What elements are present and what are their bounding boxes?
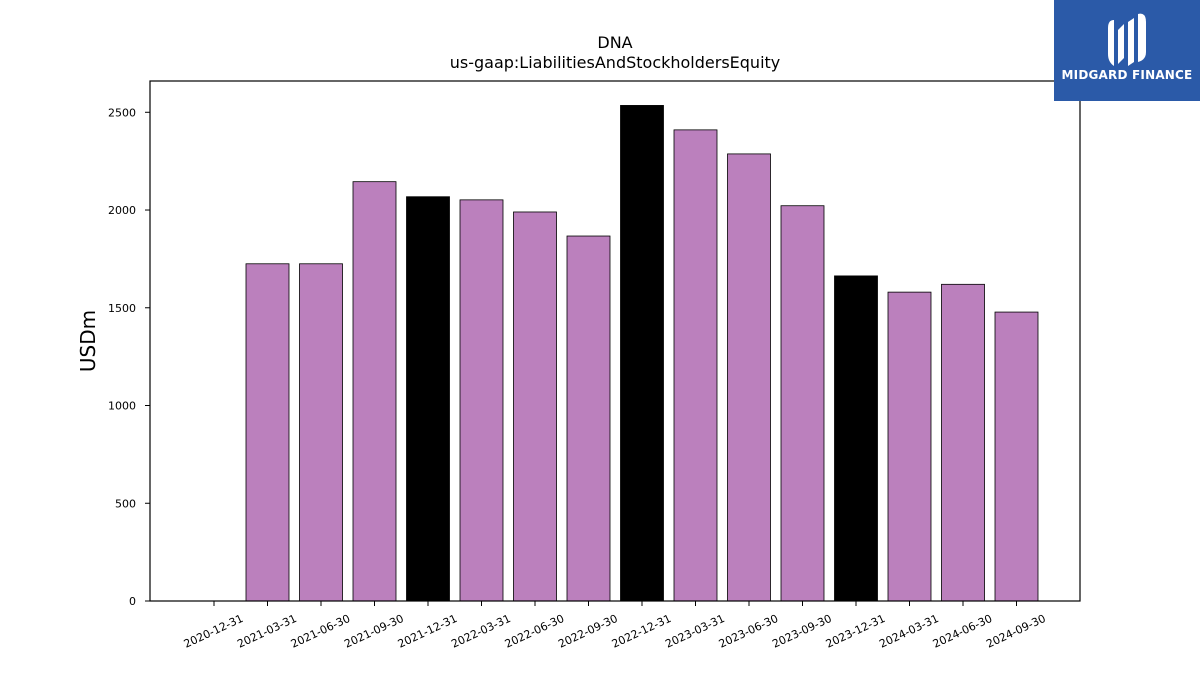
x-tick-label: 2023-06-30 [717, 612, 780, 651]
bar-2024-06-30 [941, 283, 985, 602]
y-tick-label: 2000 [108, 204, 136, 217]
bar-2022-12-31 [620, 105, 664, 602]
chart-subtitle: us-gaap:LiabilitiesAndStockholdersEquity [450, 53, 781, 72]
x-tick-label: 2024-06-30 [931, 612, 994, 651]
bar-2021-09-30 [352, 181, 397, 602]
y-ticks-group: 0 500 1000 1500 2000 2500 [108, 106, 150, 608]
brand-logo: MIDGARD FINANCE [1054, 0, 1200, 101]
logo-mark-icon [1108, 13, 1146, 66]
x-tick-label: 2024-03-31 [877, 612, 940, 651]
bar-2024-03-31 [887, 291, 932, 602]
bars-group [245, 105, 1039, 602]
bar-2022-09-30 [566, 235, 611, 602]
y-tick-label: 500 [115, 497, 136, 510]
bar-2022-06-30 [513, 211, 557, 602]
bar-2023-12-31 [834, 275, 878, 602]
x-tick-label: 2023-12-31 [824, 612, 887, 651]
x-tick-label: 2023-03-31 [663, 612, 726, 651]
bar-2024-09-30 [994, 311, 1039, 602]
x-tick-label: 2021-03-31 [235, 612, 298, 651]
x-tick-label: 2023-09-30 [770, 612, 833, 651]
x-tick-label: 2021-09-30 [342, 612, 405, 651]
x-ticks-group: 2020-12-312021-03-312021-06-302021-09-30… [182, 601, 1048, 651]
x-tick-label: 2024-09-30 [984, 612, 1047, 651]
y-tick-label: 0 [129, 595, 136, 608]
x-tick-label: 2022-03-31 [449, 612, 512, 651]
bar-2021-03-31 [245, 263, 290, 602]
y-tick-label: 1500 [108, 302, 136, 315]
y-tick-label: 1000 [108, 400, 136, 413]
x-tick-label: 2020-12-31 [182, 612, 245, 651]
x-tick-label: 2022-06-30 [503, 612, 566, 651]
y-tick-label: 2500 [108, 106, 136, 119]
logo-text: MIDGARD FINANCE [1061, 68, 1193, 82]
x-tick-label: 2021-12-31 [396, 612, 459, 651]
bar-2021-06-30 [299, 263, 343, 602]
y-axis-label: USDm [76, 310, 100, 372]
bar-2021-12-31 [406, 196, 450, 602]
chart-title: DNA [597, 33, 632, 52]
bar-2023-09-30 [780, 205, 825, 602]
plot-frame [149, 80, 1081, 602]
x-tick-label: 2022-12-31 [610, 612, 673, 651]
bar-2022-03-31 [459, 199, 504, 602]
bar-2023-03-31 [673, 129, 718, 602]
x-tick-label: 2021-06-30 [289, 612, 352, 651]
bar-2023-06-30 [727, 153, 771, 602]
x-tick-label: 2022-09-30 [556, 612, 619, 651]
